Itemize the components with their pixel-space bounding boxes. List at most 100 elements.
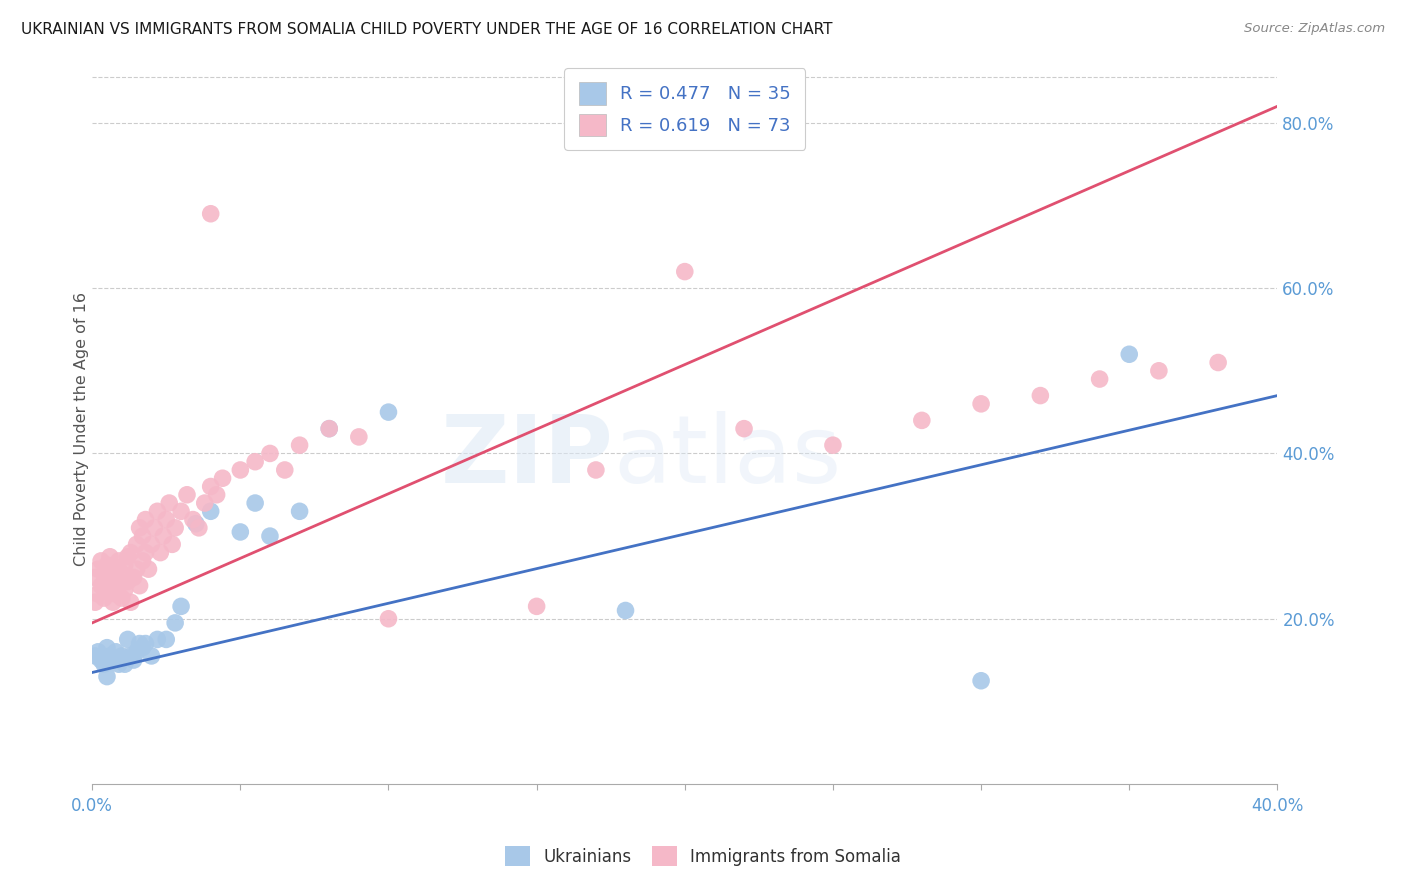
Point xyxy=(125,537,148,551)
Legend: Ukrainians, Immigrants from Somalia: Ukrainians, Immigrants from Somalia xyxy=(499,839,907,873)
Point xyxy=(98,574,121,589)
Point xyxy=(120,546,142,560)
Legend: R = 0.477   N = 35, R = 0.619   N = 73: R = 0.477 N = 35, R = 0.619 N = 73 xyxy=(564,68,806,150)
Point xyxy=(93,566,115,581)
Point xyxy=(211,471,233,485)
Point xyxy=(184,516,207,531)
Point xyxy=(111,648,134,663)
Point xyxy=(131,640,153,655)
Point xyxy=(259,446,281,460)
Point xyxy=(160,537,183,551)
Point xyxy=(274,463,297,477)
Point xyxy=(84,570,107,584)
Point xyxy=(821,438,844,452)
Point xyxy=(1029,388,1052,402)
Point xyxy=(98,549,121,564)
Point xyxy=(87,562,110,576)
Point xyxy=(108,579,131,593)
Point xyxy=(93,657,115,672)
Point xyxy=(101,595,124,609)
Point xyxy=(134,636,156,650)
Point xyxy=(288,504,311,518)
Point xyxy=(84,595,107,609)
Point xyxy=(108,554,131,568)
Point xyxy=(170,504,193,518)
Point xyxy=(128,579,150,593)
Point xyxy=(155,632,177,647)
Point xyxy=(111,591,134,606)
Point xyxy=(585,463,607,477)
Point xyxy=(187,521,209,535)
Point xyxy=(114,558,136,572)
Point xyxy=(1088,372,1111,386)
Point xyxy=(288,438,311,452)
Point xyxy=(143,521,166,535)
Point xyxy=(318,422,340,436)
Point xyxy=(200,479,222,493)
Y-axis label: Child Poverty Under the Age of 16: Child Poverty Under the Age of 16 xyxy=(73,292,89,566)
Point xyxy=(120,595,142,609)
Text: ZIP: ZIP xyxy=(441,411,613,503)
Point xyxy=(96,582,118,597)
Point xyxy=(141,537,163,551)
Point xyxy=(134,512,156,526)
Point xyxy=(117,574,139,589)
Point xyxy=(152,529,174,543)
Point xyxy=(165,521,187,535)
Point xyxy=(117,549,139,564)
Point xyxy=(108,657,131,672)
Point xyxy=(90,653,112,667)
Point xyxy=(205,488,228,502)
Point xyxy=(526,599,548,614)
Point xyxy=(114,657,136,672)
Point xyxy=(733,422,755,436)
Point xyxy=(101,653,124,667)
Point xyxy=(131,554,153,568)
Point xyxy=(122,653,145,667)
Point xyxy=(117,632,139,647)
Point xyxy=(120,648,142,663)
Point xyxy=(90,579,112,593)
Point xyxy=(96,670,118,684)
Point xyxy=(125,562,148,576)
Point xyxy=(377,405,399,419)
Point xyxy=(259,529,281,543)
Text: atlas: atlas xyxy=(613,411,842,503)
Point xyxy=(104,587,127,601)
Point xyxy=(673,264,696,278)
Point xyxy=(1206,355,1229,369)
Point xyxy=(1118,347,1140,361)
Point xyxy=(138,562,160,576)
Point xyxy=(134,546,156,560)
Point xyxy=(131,529,153,543)
Point xyxy=(125,645,148,659)
Point xyxy=(194,496,217,510)
Point xyxy=(157,496,180,510)
Point xyxy=(111,566,134,581)
Point xyxy=(146,632,169,647)
Point xyxy=(229,463,252,477)
Point xyxy=(181,512,204,526)
Point xyxy=(128,521,150,535)
Point xyxy=(96,640,118,655)
Point xyxy=(170,599,193,614)
Point xyxy=(318,422,340,436)
Point xyxy=(243,455,266,469)
Point xyxy=(970,397,993,411)
Point xyxy=(1147,364,1170,378)
Point xyxy=(911,413,934,427)
Point xyxy=(200,504,222,518)
Point xyxy=(104,645,127,659)
Point xyxy=(87,587,110,601)
Point xyxy=(146,504,169,518)
Point xyxy=(87,645,110,659)
Point xyxy=(96,558,118,572)
Point xyxy=(614,603,637,617)
Point xyxy=(122,570,145,584)
Point xyxy=(200,207,222,221)
Point xyxy=(243,496,266,510)
Point xyxy=(104,562,127,576)
Text: Source: ZipAtlas.com: Source: ZipAtlas.com xyxy=(1244,22,1385,36)
Point xyxy=(128,636,150,650)
Point xyxy=(98,648,121,663)
